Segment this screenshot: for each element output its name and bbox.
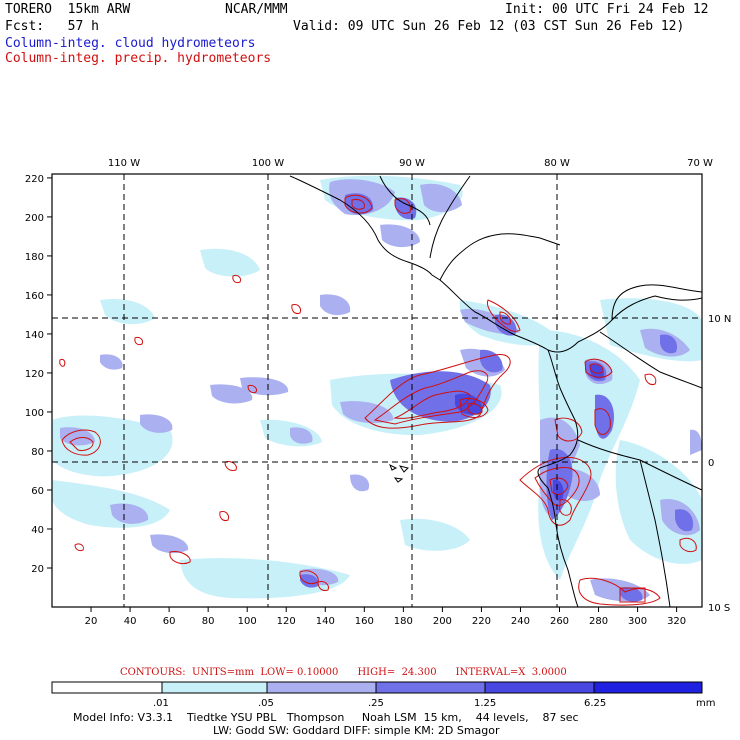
model-info-line2: LW: Godd SW: Goddard DIFF: simple KM: 2D… — [213, 724, 500, 737]
x-tick-label: 20 — [85, 616, 98, 627]
y-tick-label: 120 — [25, 369, 44, 380]
x-tick-label: 60 — [163, 616, 176, 627]
x-tick-label: 140 — [316, 616, 335, 627]
precip-contours — [59, 194, 697, 606]
x-tick-label: 40 — [124, 616, 137, 627]
forecast-hour: Fcst: 57 h — [5, 19, 99, 34]
contour-info: CONTOURS: UNITS=mm LOW= 0.10000 HIGH= 24… — [120, 667, 567, 678]
latitude-label: 10 S — [708, 603, 730, 614]
y-tick-label: 160 — [25, 291, 44, 302]
init-time: Init: 00 UTC Fri 24 Feb 12 — [505, 2, 709, 17]
y-tick-label: 60 — [31, 486, 44, 497]
longitude-label: 90 W — [399, 158, 425, 169]
x-tick-label: 200 — [433, 616, 452, 627]
org-label: NCAR/MMM — [225, 2, 288, 17]
plot-frame — [51, 173, 703, 608]
legend-label-1: .01 — [153, 698, 169, 709]
legend-label-3: .25 — [368, 698, 384, 709]
longitude-labels: 110 W 100 W 90 W 80 W 70 W — [108, 158, 713, 169]
x-tick-label: 320 — [667, 616, 686, 627]
model-info-line1: Model Info: V3.3.1 Tiedtke YSU PBL Thomp… — [73, 711, 579, 724]
x-tick-label: 300 — [628, 616, 647, 627]
y-tick-label: 40 — [31, 525, 44, 536]
x-tick-label: 240 — [511, 616, 530, 627]
y-tick-label: 220 — [25, 174, 44, 185]
legend-unit: mm — [696, 698, 716, 709]
field-cloud-label: Column-integ. cloud hydrometeors — [5, 36, 256, 51]
legend-label-4: 1.25 — [474, 698, 497, 709]
x-tick-label: 160 — [355, 616, 374, 627]
x-axis-ticks: 20 40 60 80 100 120 140 160 180 200 220 240 260 280 30… — [85, 607, 686, 627]
y-tick-label: 200 — [25, 213, 44, 224]
y-tick-label: 140 — [25, 330, 44, 341]
legend-label-2: .05 — [258, 698, 274, 709]
legend-label-5: 6.25 — [584, 698, 607, 709]
lat-lon-grid — [52, 174, 702, 607]
field-precip-label: Column-integ. precip. hydrometeors — [5, 51, 272, 66]
x-tick-label: 260 — [550, 616, 569, 627]
y-tick-label: 180 — [25, 252, 44, 263]
y-tick-label: 100 — [25, 408, 44, 419]
latitude-labels: 10 N 0 10 S — [708, 314, 731, 614]
y-tick-label: 80 — [31, 447, 44, 458]
latitude-label: 10 N — [708, 314, 731, 325]
x-tick-label: 80 — [202, 616, 215, 627]
x-tick-label: 220 — [472, 616, 491, 627]
y-axis-ticks: 20 40 60 80 100 120 140 160 180 200 220 — [25, 174, 52, 575]
x-tick-label: 280 — [589, 616, 608, 627]
cloud-hydrometeor-fill — [52, 175, 702, 606]
coastlines — [289, 175, 702, 607]
y-tick-label: 20 — [31, 564, 44, 575]
latitude-label: 0 — [708, 458, 714, 469]
x-tick-label: 100 — [238, 616, 257, 627]
x-tick-label: 120 — [277, 616, 296, 627]
valid-time: Valid: 09 UTC Sun 26 Feb 12 (03 CST Sun … — [293, 19, 685, 34]
color-legend-bar — [51, 681, 703, 694]
longitude-label: 80 W — [544, 158, 570, 169]
longitude-label: 100 W — [252, 158, 284, 169]
longitude-label: 110 W — [108, 158, 140, 169]
model-title: TORERO 15km ARW — [5, 2, 131, 17]
x-tick-label: 180 — [394, 616, 413, 627]
longitude-label: 70 W — [687, 158, 713, 169]
